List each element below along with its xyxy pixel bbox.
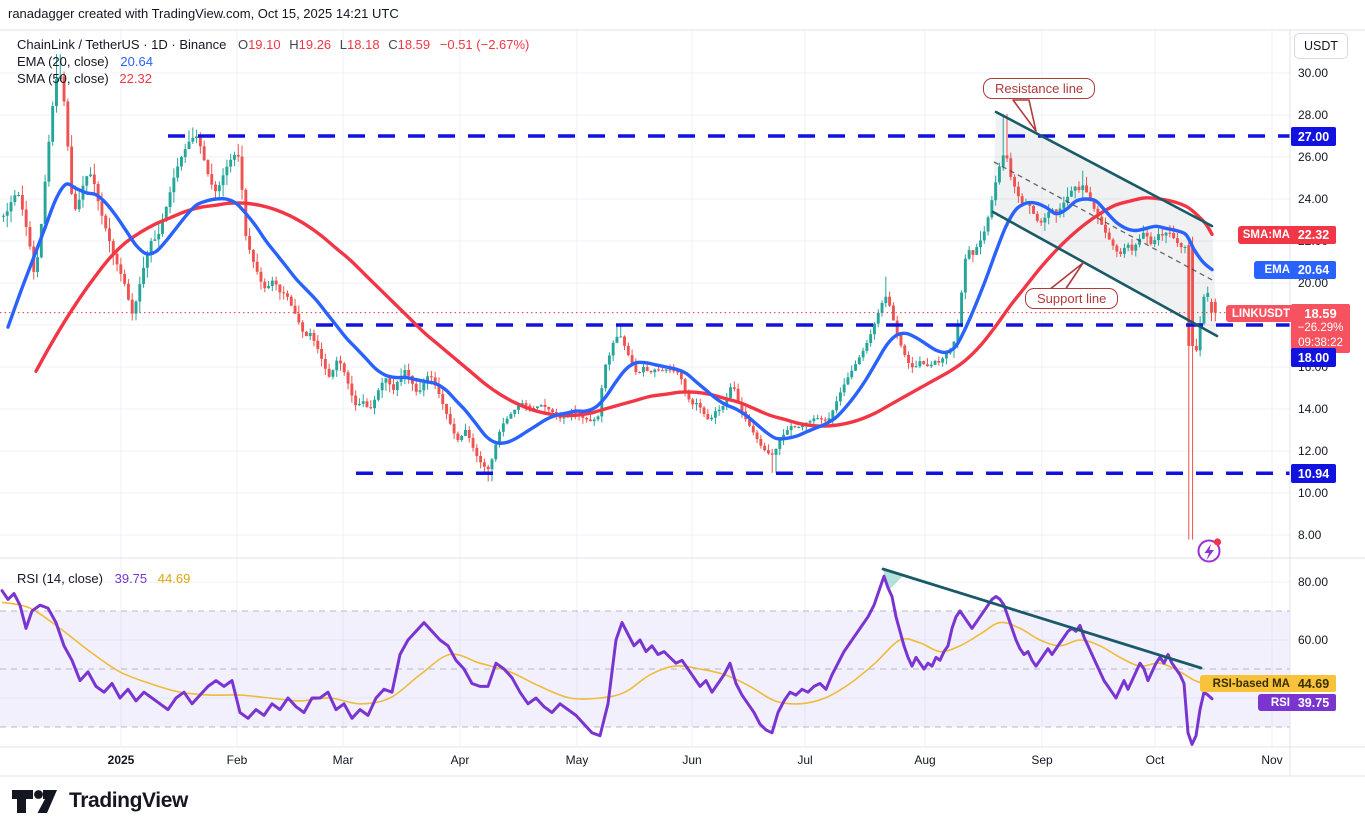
- symbol-legend: ChainLink / TetherUS · 1D · Binance O19.…: [17, 37, 529, 52]
- price-tick: 80.00: [1298, 575, 1329, 589]
- time-label-apr: Apr: [450, 753, 470, 767]
- time-label-aug: Aug: [914, 753, 936, 767]
- time-label-nov: Nov: [1261, 753, 1283, 767]
- rsi-axis-label-badge: RSI: [1258, 694, 1296, 711]
- time-label-sep: Sep: [1031, 753, 1053, 767]
- rsi-legend: RSI (14, close) 39.75 44.69: [17, 571, 190, 586]
- price-tick: 14.00: [1298, 402, 1329, 416]
- ema-axis-label-badge: EMA: [1254, 261, 1296, 279]
- sma-legend: SMA (50, close) 22.32: [17, 71, 152, 86]
- support-low-level-badge: 10.94: [1291, 464, 1336, 483]
- rsi-axis-value-badge: 39.75: [1291, 694, 1336, 711]
- price-tick: 10.00: [1298, 486, 1329, 500]
- resistance-level-badge: 27.00: [1291, 127, 1336, 146]
- price-tick: 24.00: [1298, 192, 1329, 206]
- ema-legend: EMA (20, close) 20.64: [17, 54, 153, 69]
- time-label-jul: Jul: [797, 753, 813, 767]
- ema-legend-value: 20.64: [120, 54, 153, 69]
- sma-legend-label: SMA (50, close): [17, 71, 109, 86]
- last-price-value: 18.59: [1304, 306, 1337, 321]
- rsi-legend-value: 39.75: [114, 571, 148, 586]
- currency-button[interactable]: USDT: [1294, 33, 1348, 59]
- price-tick: 8.00: [1298, 528, 1322, 542]
- time-label-jun: Jun: [682, 753, 702, 767]
- open-value: 19.10: [248, 37, 281, 52]
- symbol-title: ChainLink / TetherUS · 1D · Binance: [17, 37, 227, 52]
- support-callout[interactable]: Support line: [1025, 288, 1119, 309]
- close-value: 18.59: [397, 37, 431, 52]
- price-tick: 28.00: [1298, 108, 1329, 122]
- last-price-badge: 18.59 −26.29% 09:38:22: [1291, 304, 1350, 353]
- rsi-ma-axis-value-badge: 44.69: [1291, 675, 1336, 692]
- rsi-ma-legend-value: 44.69: [157, 571, 191, 586]
- time-label-may: May: [565, 753, 589, 767]
- credit-text: ranadagger created with TradingView.com,…: [8, 6, 399, 21]
- time-label-oct: Oct: [1145, 753, 1165, 767]
- time-label-2025: 2025: [107, 753, 135, 767]
- support-mid-level-badge: 18.00: [1291, 348, 1336, 367]
- price-tick: 26.00: [1298, 150, 1329, 164]
- symbol-axis-label-badge: LINKUSDT: [1226, 305, 1296, 322]
- open-label: O: [237, 37, 249, 52]
- high-label: H: [289, 37, 299, 52]
- tradingview-logo-text: TradingView: [69, 789, 188, 812]
- low-label: L: [339, 37, 348, 52]
- price-tick: 60.00: [1298, 633, 1329, 647]
- low-value: 18.18: [347, 37, 380, 52]
- bar-countdown: 09:38:22: [1298, 337, 1343, 349]
- rsi-ma-axis-label-badge: RSI-based MA: [1200, 675, 1296, 692]
- price-tick: 30.00: [1298, 66, 1329, 80]
- price-tick: 20.00: [1298, 276, 1329, 290]
- sma-axis-value-badge: 22.32: [1291, 226, 1336, 244]
- close-label: C: [388, 37, 398, 52]
- price-tick: 12.00: [1298, 444, 1329, 458]
- tradingview-logo[interactable]: TradingView: [10, 785, 188, 817]
- tradingview-logo-icon: [12, 790, 57, 813]
- sma-axis-label-badge: SMA:MA: [1238, 226, 1296, 244]
- ema-axis-value-badge: 20.64: [1291, 261, 1336, 279]
- sma-legend-value: 22.32: [119, 71, 152, 86]
- time-label-feb: Feb: [226, 753, 248, 767]
- resistance-callout[interactable]: Resistance line: [983, 78, 1096, 99]
- rsi-legend-label: RSI (14, close): [17, 571, 103, 586]
- high-value: 19.26: [298, 37, 332, 52]
- change-value: −0.51 (−2.67%): [439, 37, 530, 52]
- ema-legend-label: EMA (20, close): [17, 54, 109, 69]
- change-percent-value: −26.29%: [1297, 322, 1344, 334]
- time-label-mar: Mar: [332, 753, 354, 767]
